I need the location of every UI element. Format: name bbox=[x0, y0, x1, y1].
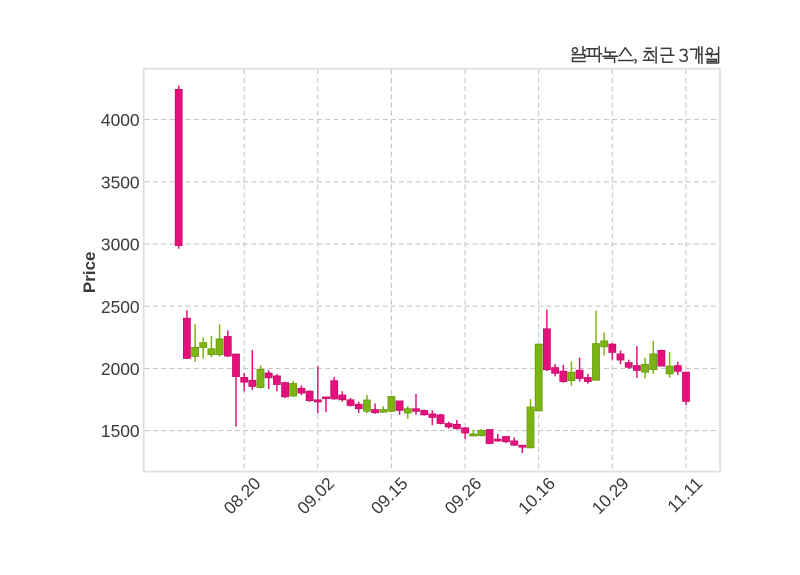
svg-text:4000: 4000 bbox=[101, 110, 140, 130]
svg-text:1500: 1500 bbox=[101, 421, 140, 441]
svg-text:2500: 2500 bbox=[101, 297, 140, 317]
svg-text:2000: 2000 bbox=[101, 359, 140, 379]
svg-text:Price: Price bbox=[80, 252, 99, 294]
svg-text:3000: 3000 bbox=[101, 235, 140, 255]
svg-text:3500: 3500 bbox=[101, 172, 140, 192]
